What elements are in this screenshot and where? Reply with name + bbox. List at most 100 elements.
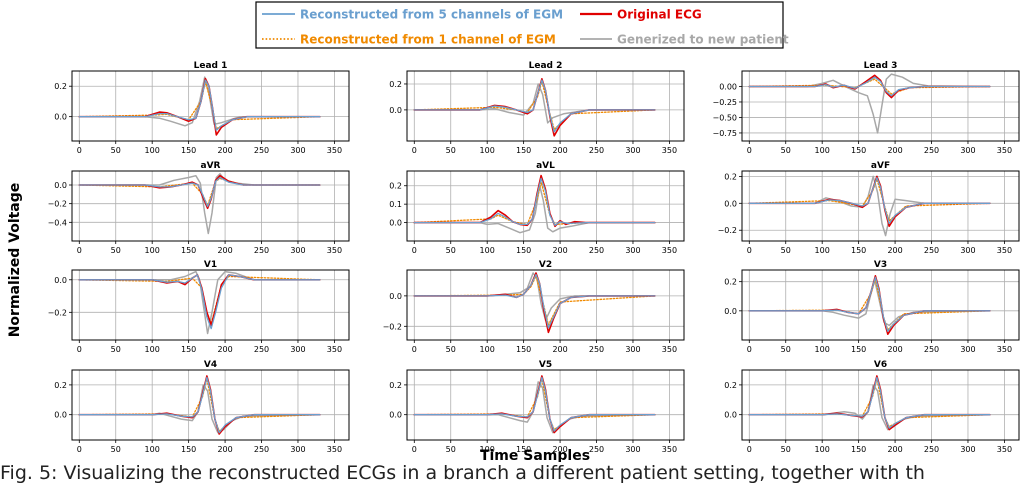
plot-area [407,171,684,241]
y-tick-label: 0.2 [54,381,67,390]
y-tick-label: −0.2 [383,322,402,331]
y-tick-label: 0.2 [724,278,737,287]
x-tick-label: 300 [290,246,305,255]
x-tick-label: 50 [781,246,791,255]
x-tick-label: 200 [217,345,232,354]
x-tick-label: 200 [552,345,567,354]
x-tick-label: 300 [625,345,640,354]
x-tick-label: 300 [960,246,975,255]
x-tick-label: 250 [254,246,269,255]
x-tick-label: 350 [327,246,342,255]
y-tick-label: 0.0 [389,411,402,420]
y-tick-label: −0.2 [48,308,67,317]
y-tick-label: −0.75 [712,129,737,138]
panel-v5: 0 50 100 150 200 250 300 350 0.0 0.2 V5 [389,360,685,454]
x-tick-label: 350 [997,345,1012,354]
y-tick-label: 0.1 [389,200,402,209]
y-tick-label: −0.2 [718,226,737,235]
x-tick-label: 150 [516,146,531,155]
x-tick-label: 0 [747,246,752,255]
legend-item-one-channel: Reconstructed from 1 channel of EGM [262,33,556,47]
panel-title: V3 [874,260,887,270]
series-line-five-channel [413,177,656,226]
series-line-generalized [78,270,321,335]
x-tick-label: 300 [960,445,975,454]
x-tick-label: 300 [290,445,305,454]
panel-lead-2: 0 50 100 150 200 250 300 350 0.0 0.2 Lead 2 [389,61,685,155]
panel-title: Lead 3 [864,61,898,71]
x-tick-label: 150 [181,146,196,155]
plot-frame [71,70,350,142]
x-tick-label: 100 [480,246,495,255]
panel-title: V5 [539,360,552,370]
x-tick-label: 300 [290,146,305,155]
ecg-figure: Reconstructed from 5 channels of EGM Orig… [7,1,1020,462]
x-tick-label: 50 [111,146,121,155]
plot-frame [741,369,1020,441]
panel-title: aVR [201,161,221,171]
x-tick-label: 300 [960,146,975,155]
y-tick-label: 0.2 [724,381,737,390]
x-tick-label: 200 [552,146,567,155]
y-tick-label: −0.25 [712,98,737,107]
series-line-five-channel [78,376,321,434]
panel-title: aVF [871,161,890,171]
series-line-generalized [748,73,991,134]
plot-area [407,71,684,141]
x-tick-label: 150 [851,146,866,155]
series-group [78,76,321,136]
legend: Reconstructed from 5 channels of EGM Orig… [255,1,789,49]
x-tick-label: 50 [446,246,456,255]
panel-title: Lead 1 [194,61,228,71]
series-line-five-channel [413,376,656,432]
x-tick-label: 150 [851,246,866,255]
x-tick-label: 350 [327,345,342,354]
legend-frame [255,1,784,49]
panel-v6: 0 50 100 150 200 250 300 350 0.0 0.2 V6 [724,360,1020,454]
y-tick-label: 0.2 [389,182,402,191]
x-tick-label: 300 [960,345,975,354]
x-tick-label: 250 [254,345,269,354]
panel-title: Lead 2 [529,61,563,71]
series-line-five-channel [413,79,656,133]
x-tick-label: 350 [662,345,677,354]
plot-frame [741,70,1020,142]
x-tick-label: 200 [887,445,902,454]
series-group [748,175,991,237]
legend-label: Reconstructed from 1 channel of EGM [300,33,556,47]
series-line-five-channel [78,79,321,131]
series-group [748,375,991,431]
y-tick-label: 0.0 [724,411,737,420]
x-tick-label: 50 [446,445,456,454]
x-tick-label: 150 [181,345,196,354]
x-tick-label: 0 [77,146,82,155]
series-line-five-channel [78,274,321,330]
series-line-five-channel [748,76,991,97]
panel-v4: 0 50 100 150 200 250 300 350 0.0 0.2 V4 [54,360,350,454]
x-tick-label: 100 [145,246,160,255]
x-tick-label: 50 [111,345,121,354]
y-tick-label: 0.2 [389,381,402,390]
panel-avl: 0 50 100 150 200 250 300 350 0.0 0.1 0.2 aVL [389,161,685,255]
panel-lead-3: 0 50 100 150 200 250 300 350 0.00 −0.25 −0.50 −0.75… [712,61,1020,155]
x-tick-label: 100 [815,445,830,454]
series-line-five-channel [78,176,321,208]
figure-caption: Fig. 5: Visualizing the reconstructed EC… [0,462,925,484]
x-tick-label: 100 [480,445,495,454]
x-tick-label: 150 [181,246,196,255]
y-tick-label: 0.2 [54,82,67,91]
legend-label: Original ECG [617,8,702,22]
legend-label: Reconstructed from 5 channels of EGM [300,8,563,22]
x-tick-label: 200 [887,246,902,255]
y-axis-label: Normalized Voltage [7,183,23,338]
y-tick-label: 0.0 [389,219,402,228]
x-tick-label: 200 [552,445,567,454]
legend-item-five-channel: Reconstructed from 5 channels of EGM [262,8,563,22]
series-group [413,375,656,434]
x-tick-label: 300 [625,246,640,255]
x-tick-label: 200 [217,246,232,255]
legend-item-generalized: Generized to new patient [580,33,789,47]
series-group [413,174,656,234]
y-tick-label: 0.0 [389,292,402,301]
legend-label: Generized to new patient [617,33,789,47]
